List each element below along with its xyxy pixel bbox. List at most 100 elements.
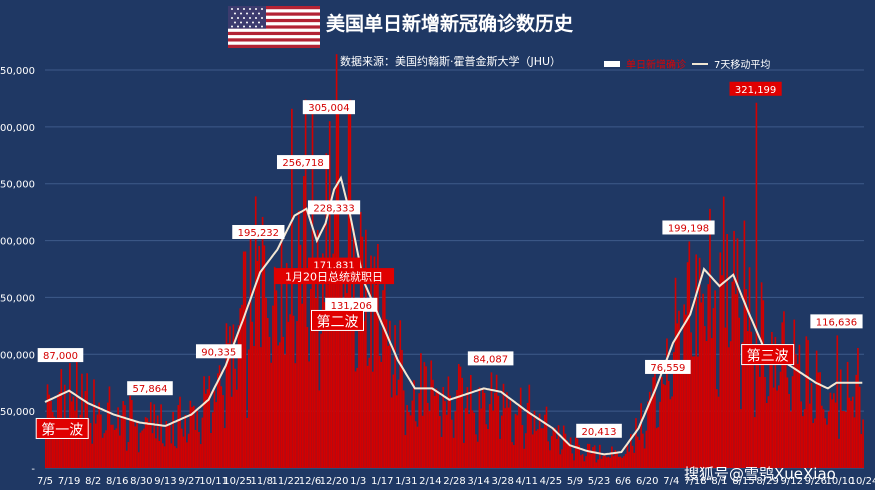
daily-bar [459, 366, 462, 468]
y-tick-label: - [31, 464, 35, 475]
daily-bar [401, 349, 403, 468]
daily-bar [93, 379, 95, 468]
daily-bar [344, 268, 347, 468]
daily-bar [748, 267, 751, 468]
daily-bar [516, 415, 519, 468]
daily-bar [619, 456, 622, 468]
daily-bar [513, 445, 515, 468]
daily-bar [268, 336, 271, 468]
daily-bar [272, 305, 274, 468]
peak-label-box [576, 423, 622, 438]
daily-bar [206, 389, 209, 468]
daily-bar [586, 443, 589, 468]
wave-label: 第一波 [41, 421, 83, 438]
daily-bar [390, 397, 393, 468]
daily-bar [426, 402, 429, 468]
daily-bar [88, 418, 90, 468]
daily-bar [783, 311, 785, 468]
peak-label-box [307, 200, 361, 215]
daily-bar [232, 324, 235, 468]
daily-bar [137, 452, 140, 468]
daily-bar [492, 410, 494, 468]
daily-bar [843, 411, 845, 468]
daily-bar [509, 400, 512, 468]
daily-bar [254, 196, 257, 468]
daily-bar [808, 403, 811, 468]
daily-bar [292, 315, 295, 468]
daily-bar [623, 456, 625, 468]
daily-bar [182, 436, 185, 468]
daily-bar [361, 236, 364, 468]
daily-bar [860, 434, 863, 468]
daily-bar [189, 400, 192, 468]
daily-bar [113, 429, 116, 468]
daily-bar [108, 386, 111, 468]
daily-bar [614, 450, 617, 468]
daily-bar [452, 437, 455, 468]
daily-bar [53, 416, 56, 468]
daily-bar [538, 413, 541, 468]
daily-bar [82, 427, 85, 468]
daily-bar [731, 281, 734, 468]
daily-bar [62, 425, 64, 468]
daily-bar [139, 432, 142, 468]
daily-bar [478, 387, 481, 468]
daily-bar [796, 363, 799, 468]
daily-bar [144, 417, 147, 468]
daily-bar [365, 229, 367, 468]
daily-bar [416, 426, 419, 468]
daily-bar [378, 355, 381, 468]
daily-bar [626, 445, 629, 468]
peak-label: 57,864 [132, 384, 167, 395]
daily-bar [858, 386, 861, 468]
daily-bar [850, 400, 852, 468]
daily-bar [469, 375, 472, 468]
y-tick-label: 100,000 [0, 350, 35, 361]
daily-bar [547, 441, 550, 468]
daily-bar [287, 321, 290, 468]
us-flag-icon [228, 6, 320, 48]
daily-bar [581, 454, 584, 468]
daily-bar [588, 443, 591, 468]
daily-bar [89, 422, 92, 468]
daily-bar [151, 433, 154, 468]
daily-bar [253, 346, 255, 468]
daily-bar [394, 325, 396, 468]
daily-bar [100, 414, 102, 468]
daily-bar [192, 405, 195, 468]
daily-bar [273, 266, 276, 468]
daily-bar [163, 446, 166, 468]
daily-bar [101, 437, 104, 468]
daily-bar [769, 363, 772, 468]
daily-bar [380, 361, 383, 468]
daily-bar [256, 260, 259, 468]
daily-bar [170, 443, 173, 468]
daily-bar [425, 366, 427, 468]
daily-bar [205, 393, 207, 468]
peak-label: 76,559 [650, 363, 685, 374]
daily-bar [354, 371, 357, 468]
daily-bar [776, 390, 778, 468]
daily-bar [621, 457, 624, 468]
daily-bar [607, 456, 610, 468]
daily-bar [230, 396, 233, 468]
daily-bar [781, 322, 784, 468]
daily-bar [612, 456, 615, 468]
daily-bar [476, 441, 479, 468]
daily-bar [552, 428, 555, 468]
daily-bar [280, 227, 283, 468]
daily-bar [306, 327, 309, 468]
daily-bar [309, 288, 312, 468]
daily-bar [490, 372, 493, 468]
legend-line-label: 7天移动平均 [714, 60, 771, 71]
daily-bar [383, 284, 386, 468]
daily-bar [798, 344, 801, 468]
daily-bar [728, 347, 730, 468]
daily-bar [167, 426, 169, 468]
daily-bar [573, 460, 575, 468]
daily-bar [98, 402, 100, 468]
daily-bar [210, 432, 212, 468]
wave-label-box [741, 344, 795, 366]
daily-bar [576, 438, 579, 468]
daily-bar [767, 396, 770, 468]
